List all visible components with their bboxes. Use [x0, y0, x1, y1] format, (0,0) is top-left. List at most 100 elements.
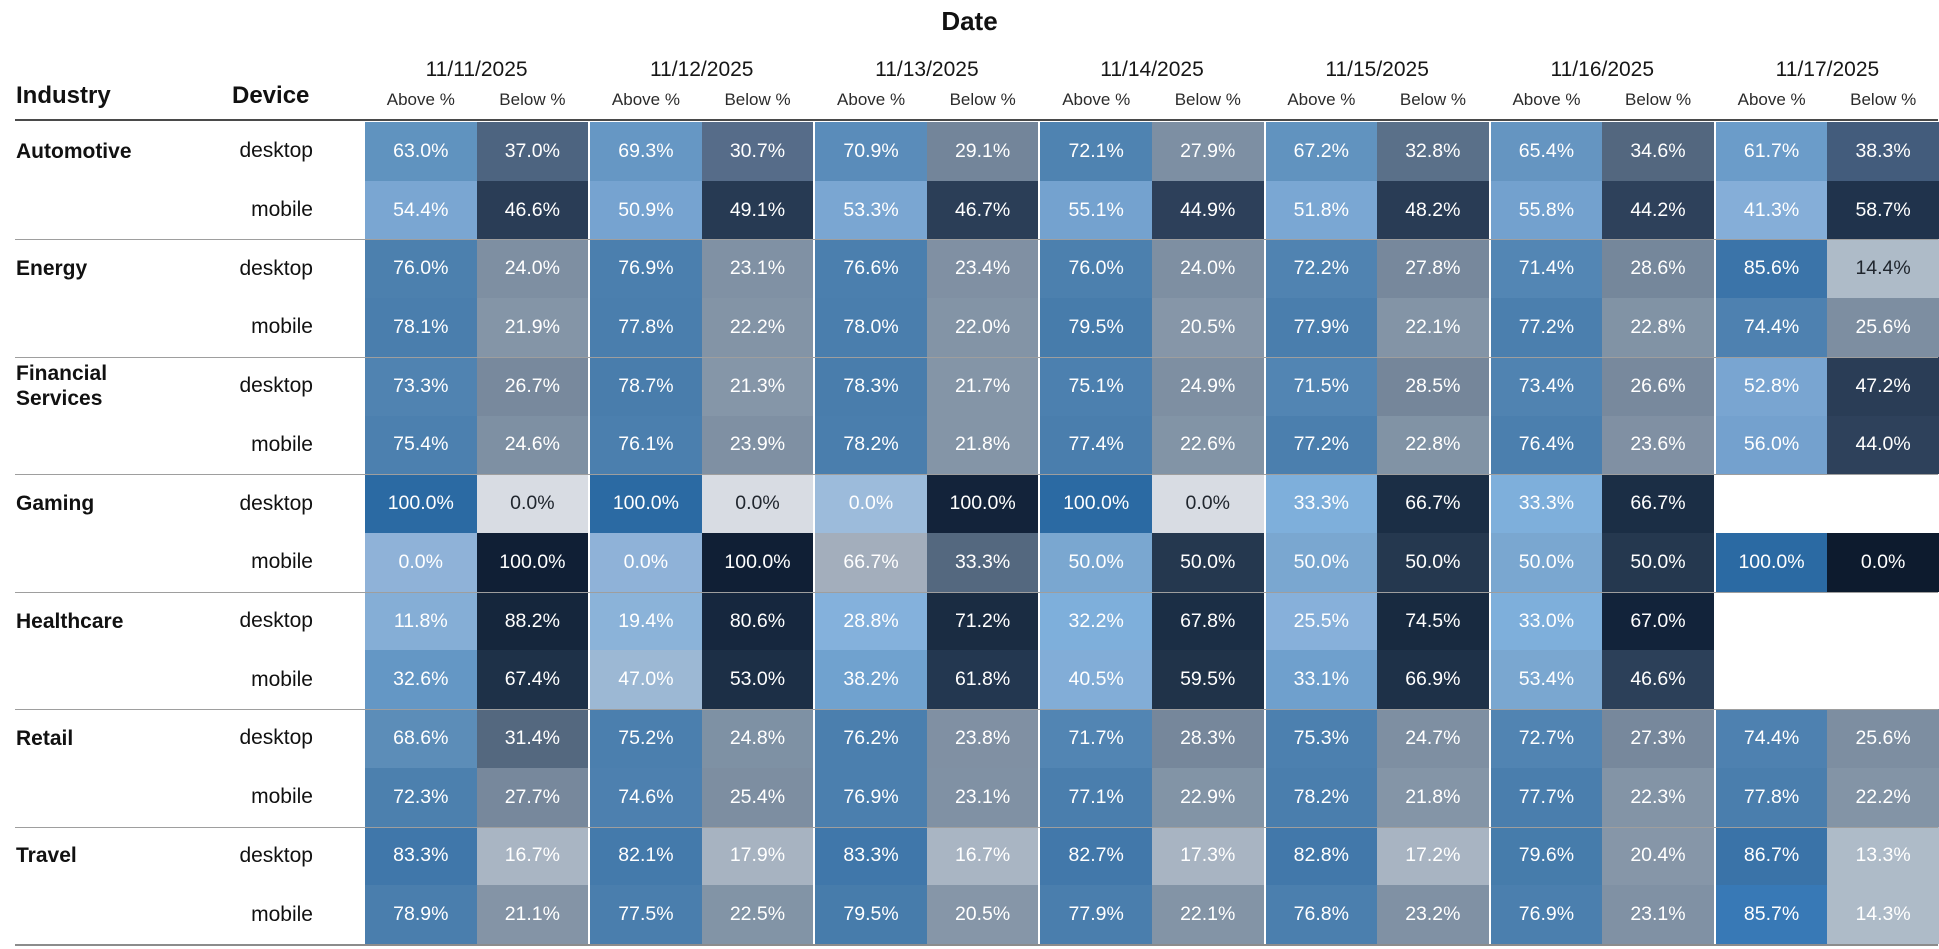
heatmap-cell[interactable]: 76.1% [590, 415, 702, 475]
heatmap-cell[interactable]: 25.5% [1265, 591, 1378, 651]
heatmap-cell[interactable]: 77.9% [1265, 298, 1378, 357]
heatmap-cell[interactable]: 67.8% [1151, 591, 1264, 651]
heatmap-cell[interactable]: 100.0% [926, 474, 1039, 533]
heatmap-cell[interactable]: 77.8% [1715, 767, 1828, 827]
heatmap-cell[interactable]: 22.9% [1151, 767, 1264, 827]
heatmap-cell[interactable]: 0.0% [365, 533, 477, 592]
heatmap-cell[interactable]: 33.3% [1265, 474, 1378, 533]
heatmap-cell[interactable]: 78.0% [815, 298, 927, 357]
heatmap-cell[interactable]: 24.7% [1377, 709, 1489, 768]
heatmap-cell[interactable]: 76.2% [815, 709, 927, 768]
heatmap-cell[interactable]: 79.5% [815, 885, 927, 944]
heatmap-cell[interactable]: 100.0% [476, 533, 589, 592]
heatmap-cell[interactable]: 67.0% [1602, 591, 1714, 651]
heatmap-cell[interactable]: 77.5% [590, 885, 702, 944]
heatmap-cell[interactable]: 100.0% [1715, 533, 1828, 592]
heatmap-cell[interactable]: 74.4% [1715, 709, 1828, 768]
heatmap-cell[interactable]: 24.9% [1151, 356, 1264, 416]
heatmap-cell[interactable]: 54.4% [365, 180, 477, 240]
heatmap-cell[interactable]: 74.4% [1715, 298, 1828, 357]
heatmap-cell[interactable]: 25.6% [1827, 709, 1939, 768]
heatmap-cell[interactable]: 79.6% [1490, 826, 1603, 886]
heatmap-cell[interactable]: 22.2% [1827, 767, 1939, 827]
heatmap-cell[interactable]: 50.0% [1602, 533, 1714, 592]
heatmap-cell[interactable]: 46.6% [476, 180, 589, 240]
heatmap-cell[interactable]: 37.0% [476, 122, 589, 181]
heatmap-cell[interactable]: 21.1% [476, 885, 589, 944]
heatmap-cell[interactable]: 76.9% [1490, 885, 1603, 944]
heatmap-cell[interactable]: 44.2% [1602, 180, 1714, 240]
heatmap-cell[interactable]: 51.8% [1265, 180, 1378, 240]
heatmap-cell[interactable]: 27.9% [1151, 122, 1264, 181]
heatmap-cell[interactable]: 72.1% [1040, 122, 1152, 181]
heatmap-cell[interactable]: 16.7% [926, 826, 1039, 886]
heatmap-cell[interactable]: 22.5% [701, 885, 814, 944]
heatmap-cell[interactable]: 30.7% [701, 122, 814, 181]
heatmap-cell[interactable]: 77.2% [1265, 415, 1378, 475]
heatmap-cell[interactable]: 17.9% [701, 826, 814, 886]
heatmap-cell[interactable]: 27.3% [1602, 709, 1714, 768]
heatmap-cell[interactable]: 66.7% [815, 533, 927, 592]
heatmap-cell[interactable]: 83.3% [815, 826, 927, 886]
heatmap-cell[interactable]: 74.5% [1377, 591, 1489, 651]
heatmap-cell[interactable]: 22.1% [1377, 298, 1489, 357]
heatmap-cell[interactable]: 32.6% [365, 650, 477, 710]
heatmap-cell[interactable]: 85.6% [1715, 239, 1828, 299]
heatmap-cell[interactable]: 21.7% [926, 356, 1039, 416]
heatmap-cell[interactable]: 11.8% [365, 591, 477, 651]
heatmap-cell[interactable]: 27.8% [1377, 239, 1489, 299]
heatmap-cell[interactable]: 21.8% [1377, 767, 1489, 827]
heatmap-cell[interactable]: 86.7% [1715, 826, 1828, 886]
heatmap-cell[interactable]: 47.0% [590, 650, 702, 710]
heatmap-cell[interactable]: 14.4% [1827, 239, 1939, 299]
heatmap-cell[interactable]: 77.2% [1490, 298, 1603, 357]
heatmap-cell[interactable]: 53.3% [815, 180, 927, 240]
heatmap-cell[interactable]: 16.7% [476, 826, 589, 886]
heatmap-cell[interactable]: 52.8% [1715, 356, 1828, 416]
heatmap-cell[interactable]: 23.2% [1377, 885, 1489, 944]
heatmap-cell[interactable]: 44.9% [1151, 180, 1264, 240]
heatmap-cell[interactable]: 68.6% [365, 709, 477, 768]
heatmap-cell[interactable]: 75.2% [590, 709, 702, 768]
heatmap-cell[interactable]: 25.6% [1827, 298, 1939, 357]
heatmap-cell[interactable]: 100.0% [701, 533, 814, 592]
heatmap-cell[interactable]: 77.7% [1490, 767, 1603, 827]
heatmap-cell[interactable]: 20.4% [1602, 826, 1714, 886]
heatmap-cell[interactable]: 14.3% [1827, 885, 1939, 944]
heatmap-cell[interactable]: 76.9% [815, 767, 927, 827]
heatmap-cell[interactable]: 75.4% [365, 415, 477, 475]
heatmap-cell[interactable]: 38.3% [1827, 122, 1939, 181]
heatmap-cell[interactable]: 33.0% [1490, 591, 1603, 651]
heatmap-cell[interactable]: 66.7% [1602, 474, 1714, 533]
heatmap-cell[interactable]: 61.7% [1715, 122, 1828, 181]
heatmap-cell[interactable]: 28.8% [815, 591, 927, 651]
heatmap-cell[interactable]: 72.3% [365, 767, 477, 827]
heatmap-cell[interactable]: 46.6% [1602, 650, 1714, 710]
heatmap-cell[interactable]: 75.3% [1265, 709, 1378, 768]
heatmap-cell[interactable]: 79.5% [1040, 298, 1152, 357]
heatmap-cell[interactable]: 20.5% [926, 885, 1039, 944]
heatmap-cell[interactable]: 29.1% [926, 122, 1039, 181]
heatmap-cell[interactable]: 53.0% [701, 650, 814, 710]
heatmap-cell[interactable]: 33.3% [926, 533, 1039, 592]
heatmap-cell[interactable]: 76.0% [365, 239, 477, 299]
heatmap-cell[interactable]: 44.0% [1827, 415, 1939, 475]
heatmap-cell[interactable]: 100.0% [365, 474, 477, 533]
heatmap-cell[interactable]: 23.1% [1602, 885, 1714, 944]
heatmap-cell[interactable]: 25.4% [701, 767, 814, 827]
heatmap-cell[interactable]: 23.1% [926, 767, 1039, 827]
heatmap-cell[interactable]: 71.2% [926, 591, 1039, 651]
heatmap-cell[interactable]: 73.3% [365, 356, 477, 416]
heatmap-cell[interactable]: 24.8% [701, 709, 814, 768]
heatmap-cell[interactable]: 71.5% [1265, 356, 1378, 416]
heatmap-cell[interactable]: 13.3% [1827, 826, 1939, 886]
heatmap-cell[interactable]: 56.0% [1715, 415, 1828, 475]
heatmap-cell[interactable]: 48.2% [1377, 180, 1489, 240]
heatmap-cell[interactable]: 76.0% [1040, 239, 1152, 299]
heatmap-cell[interactable]: 100.0% [590, 474, 702, 533]
heatmap-cell[interactable]: 59.5% [1151, 650, 1264, 710]
heatmap-cell[interactable]: 58.7% [1827, 180, 1939, 240]
heatmap-cell[interactable]: 0.0% [815, 474, 927, 533]
heatmap-cell[interactable]: 88.2% [476, 591, 589, 651]
heatmap-cell[interactable]: 17.2% [1377, 826, 1489, 886]
